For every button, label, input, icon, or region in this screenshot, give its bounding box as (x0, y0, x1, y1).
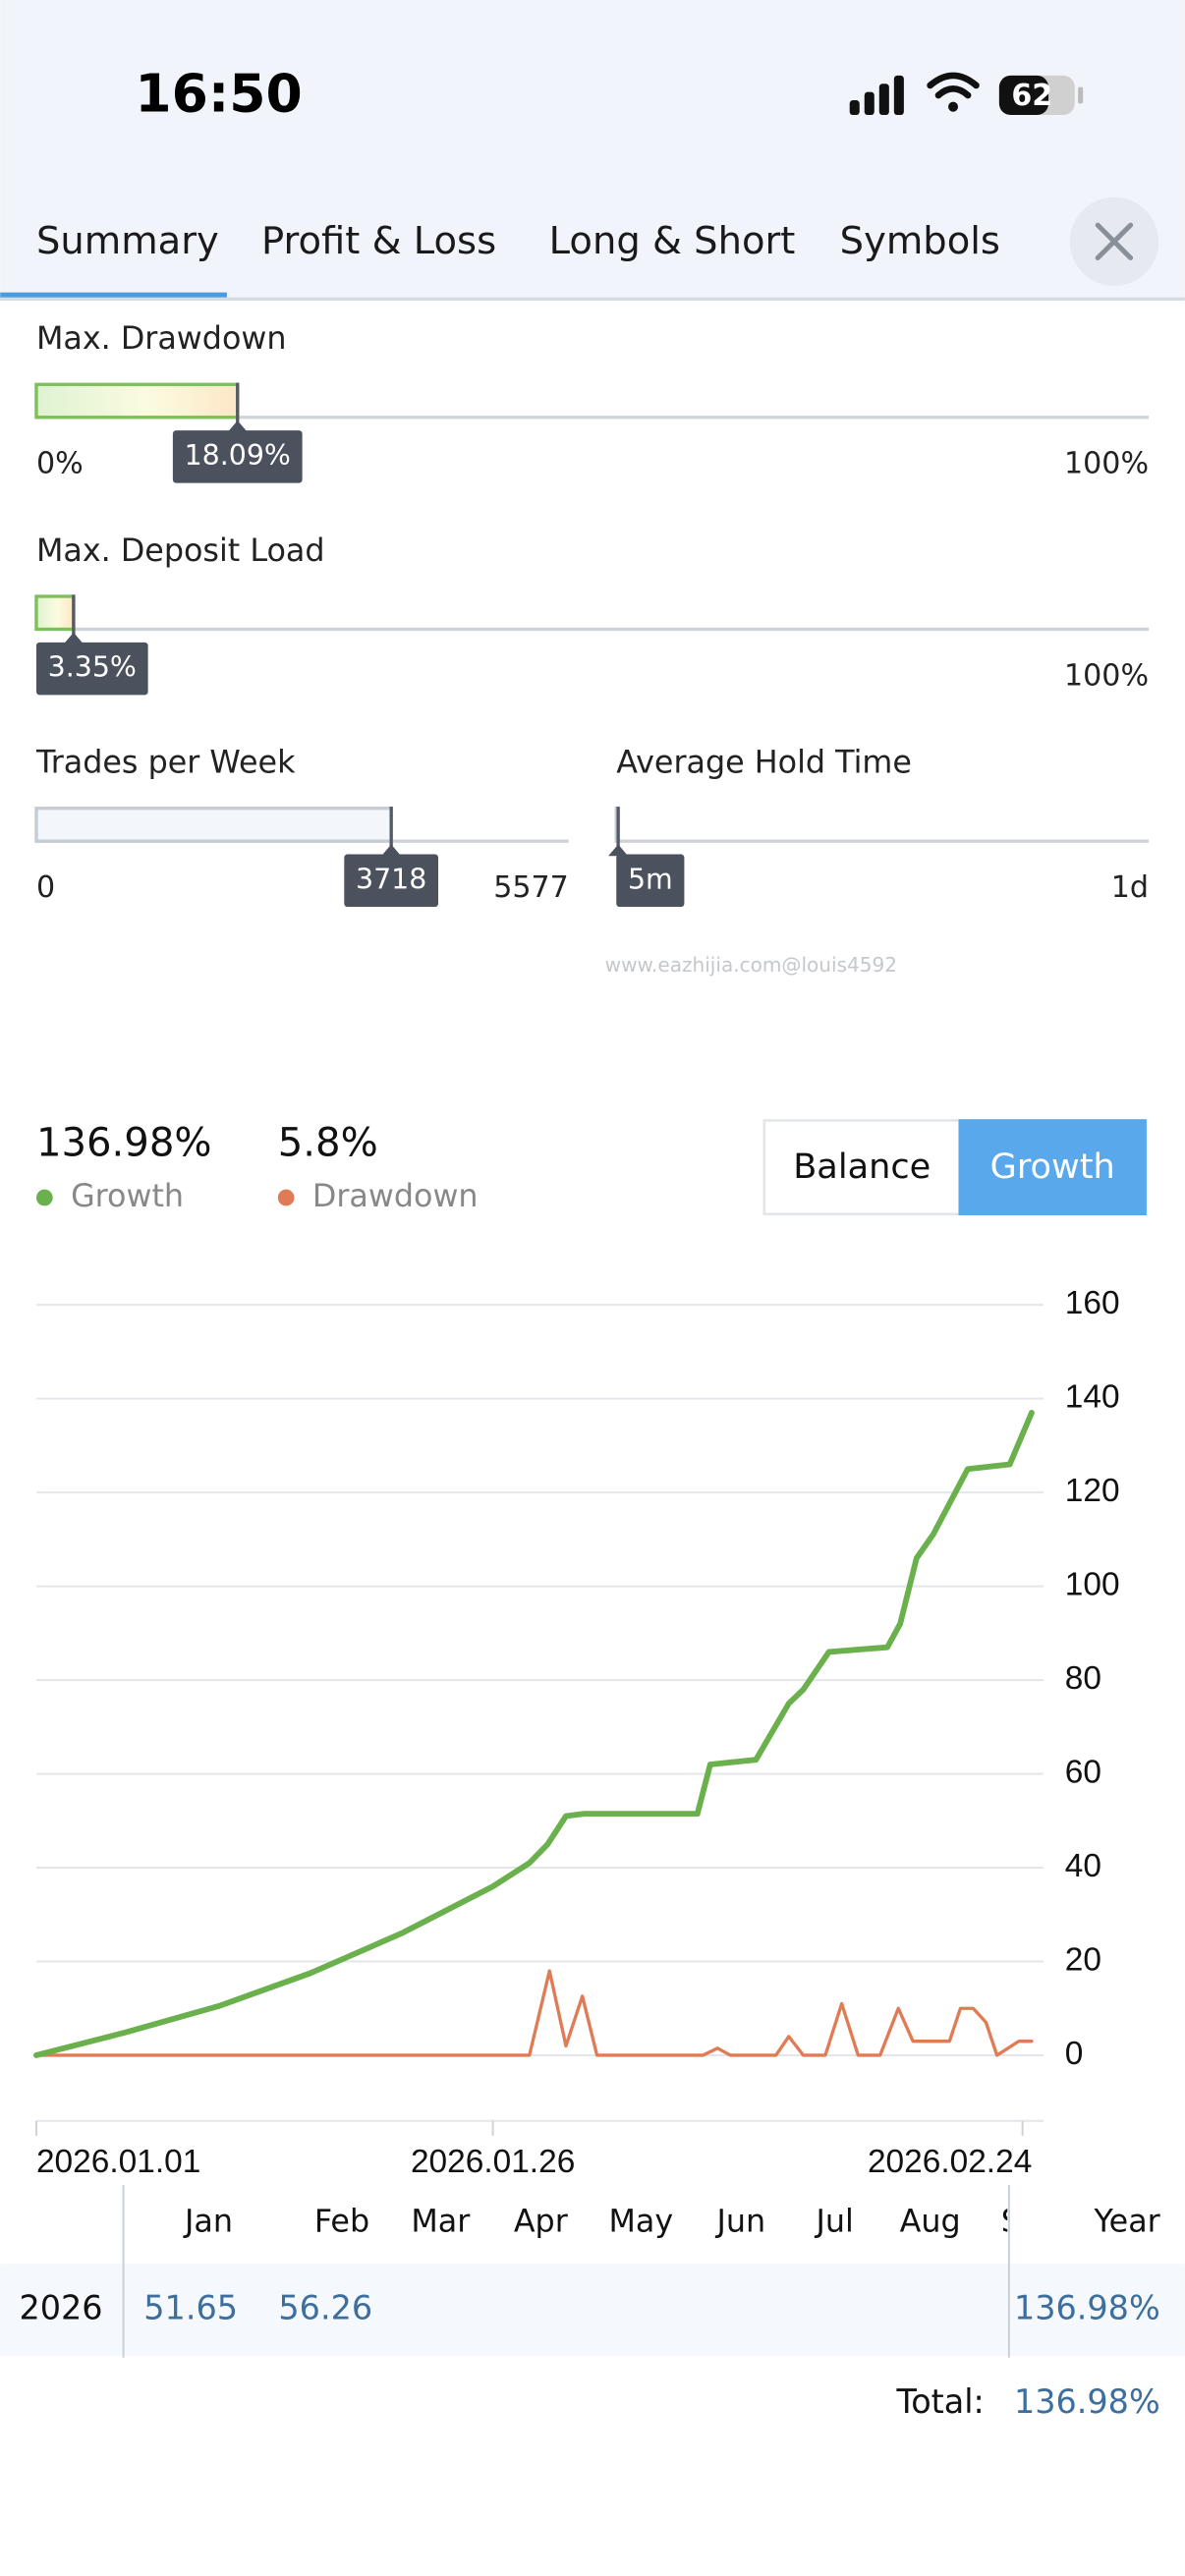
watermark: www.eazhijia.com@louis4592 (605, 953, 897, 977)
month-header: May (608, 2204, 673, 2239)
series-summary: 136.98% (36, 1121, 212, 1166)
gauge-fill (34, 594, 76, 632)
gauge-max-label: 100% (1064, 447, 1149, 481)
toggle-button[interactable] (762, 1119, 961, 1216)
y-tick-label: 80 (1065, 1660, 1101, 1697)
gauge-title: Average Hold Time (616, 746, 912, 781)
year-header: Year (1093, 2204, 1160, 2239)
legend: 136.98% Growth 5.8% Drawdown (35, 1121, 479, 1214)
clock: 16:50 (135, 62, 302, 124)
chart: 0 20 40 60 80 100 120 140 160 2026.01.01 2026.01.2… (33, 1285, 1120, 2180)
month-value: 56.26 (278, 2289, 372, 2327)
toggle-label[interactable]: Balance (793, 1147, 931, 1187)
y-tick-label: 0 (1065, 2036, 1084, 2072)
month-header: Feb (314, 2204, 369, 2239)
signal-icon (849, 75, 904, 116)
month-headers: Jan Feb Mar Apr May Jun Jul Aug Sep (183, 2204, 1060, 2239)
toggle-label[interactable]: Growth (990, 1147, 1115, 1187)
total-label: Total: (895, 2382, 984, 2421)
series-summary: 5.8% (278, 1121, 378, 1166)
row-year: 2026 (19, 2289, 102, 2327)
bubble-pointer (227, 420, 248, 432)
gauge-fill (34, 382, 240, 420)
y-tick-label: 20 (1065, 1941, 1101, 1978)
y-tick-label: 160 (1065, 1285, 1120, 1321)
gauge-max-label: 1d (1111, 870, 1149, 905)
month-header: Apr (514, 2204, 569, 2239)
y-tick-label: 100 (1065, 1566, 1120, 1602)
gauge-value-label: 18.09% (185, 439, 291, 472)
gauge-title: Max. Deposit Load (36, 533, 325, 569)
bubble-pointer (608, 844, 629, 857)
tab[interactable]: Symbols (840, 219, 1000, 263)
y-tick-label: 140 (1065, 1378, 1120, 1415)
gauge-min-label: 0 (36, 870, 55, 905)
month-header: Jan (183, 2204, 233, 2239)
tab[interactable]: Profit & Loss (261, 219, 496, 263)
total-value: 136.98% (1014, 2382, 1160, 2421)
bubble-pointer (381, 844, 402, 857)
legend-dot (35, 1189, 53, 1206)
gauge-value-label: 3718 (356, 863, 426, 895)
close-button[interactable] (1069, 196, 1159, 286)
gauge-value-bubble (35, 642, 148, 696)
gauge-value-label: 3.35% (48, 651, 137, 684)
gauge-title: Trades per Week (35, 746, 296, 781)
gauge-title: Max. Drawdown (36, 321, 287, 357)
gauge-value-label: 5m (628, 863, 673, 895)
series-line (34, 1969, 1034, 2057)
series-line (33, 1410, 1035, 2058)
gauge-max-label: 5577 (493, 870, 569, 905)
x-tick-label: 2026.01.01 (36, 2144, 200, 2180)
battery-level (998, 75, 1049, 116)
legend-dot (277, 1189, 295, 1206)
battery-percent: 62 (1011, 79, 1052, 113)
month-value: 51.65 (143, 2289, 238, 2327)
month-header: Aug (900, 2204, 961, 2239)
month-header: Jul (814, 2204, 853, 2239)
gauge-min-label: 0% (36, 447, 84, 481)
y-tick-label: 60 (1065, 1754, 1101, 1790)
tab-bar: Summary Profit & Loss Long & Short Symbols (0, 219, 1000, 300)
battery-tip (1078, 86, 1084, 104)
table-row-bg (0, 2264, 1185, 2356)
legend-label: Growth (71, 1179, 184, 1214)
row-total: 136.98% (1014, 2289, 1160, 2327)
gauge-value-bubble (344, 854, 439, 908)
x-tick-label: 2026.01.26 (411, 2144, 575, 2180)
tab[interactable]: Summary (36, 219, 219, 263)
gauge-value-bubble (616, 854, 685, 908)
legend-label: Drawdown (312, 1179, 479, 1214)
header-bg (0, 0, 1185, 300)
month-header: Sep (1001, 2204, 1060, 2239)
gauge-max-label: 100% (1064, 658, 1149, 693)
gauges: Max. Drawdown 0% 100% 18.09% Max. Deposit Lo… (34, 321, 1149, 908)
y-tick-label: 120 (1065, 1473, 1120, 1509)
tab-indicator (0, 292, 227, 300)
month-header: Jun (715, 2204, 766, 2239)
month-header: Mar (411, 2204, 471, 2239)
tab[interactable]: Long & Short (549, 219, 796, 263)
x-tick-label: 2026.02.24 (868, 2144, 1032, 2180)
bubble-pointer (63, 632, 84, 644)
gauge-fill (34, 807, 393, 843)
toggle: Balance Growth (762, 1119, 1147, 1216)
y-tick-label: 40 (1065, 1848, 1101, 1884)
wifi-icon (927, 72, 980, 112)
monthly-table: Jan Feb Mar Apr May Jun Jul Aug Sep Year 2026 51.65… (0, 2185, 1185, 2421)
gauge-value-bubble (172, 430, 303, 483)
toggle-button[interactable] (958, 1119, 1147, 1216)
